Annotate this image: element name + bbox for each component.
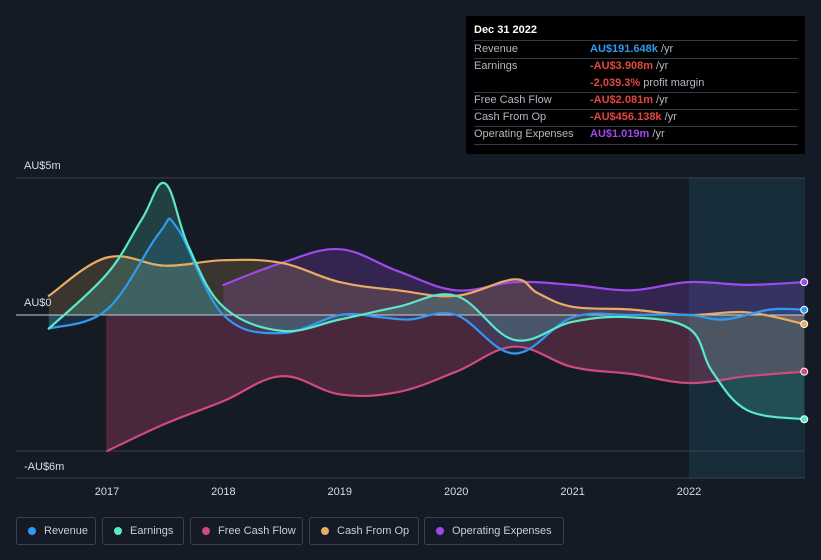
legend-label: Earnings [130,525,174,537]
area-fcf [107,315,805,451]
endpoint-marker-fcf [800,367,809,376]
tooltip-label: Revenue [474,43,519,55]
tooltip-value: -AU$456.138k [590,111,662,123]
forecast-region [689,178,805,478]
tooltip-value: AU$1.019m [590,128,650,140]
legend-item-revenue[interactable]: Revenue [16,517,96,545]
x-tick-label-2018: 2018 [211,486,235,498]
tooltip-unit: /yr [649,128,665,140]
tooltip-divider [474,58,798,59]
legend-label: Revenue [44,525,89,537]
tooltip-value: AU$191.648k [590,43,658,55]
tooltip-row-fcf: Free Cash Flow -AU$2.081m /yr [466,92,805,109]
x-tick-label-2017: 2017 [95,486,119,498]
tooltip-divider [474,109,798,110]
tooltip-unit: /yr [652,94,669,106]
area-revenue [48,218,805,354]
legend-dot [321,527,329,535]
tooltip-panel: Dec 31 2022 Revenue AU$191.648k /yr Earn… [466,16,805,154]
area-opex [223,249,805,315]
tooltip-row-earnings: Earnings -AU$3.908m /yr [466,58,805,75]
tooltip-label: Operating Expenses [474,128,574,140]
area-cfo [48,256,805,325]
tooltip-divider [474,92,798,93]
tooltip-row-cfo: Cash From Op -AU$456.138k /yr [466,109,805,126]
tooltip-row-opex: Operating Expenses AU$1.019m /yr [466,126,805,143]
legend-label: Free Cash Flow [218,525,296,537]
legend-item-free-cash-flow[interactable]: Free Cash Flow [190,517,303,545]
legend-item-cash-from-op[interactable]: Cash From Op [309,517,419,545]
legend-label: Cash From Op [337,525,410,537]
tooltip-unit: profit margin [640,77,705,89]
series-line-opex [222,248,806,292]
x-tick-label-2020: 2020 [444,486,468,498]
y-tick-label-top: AU$5m [24,160,61,172]
legend-dot [202,527,210,535]
series-line-revenue [47,217,806,355]
tooltip-label: Earnings [474,60,518,72]
endpoint-marker-earnings [800,415,809,424]
x-tick-label-2019: 2019 [328,486,352,498]
tooltip-label: Free Cash Flow [474,94,552,106]
legend-dot [436,527,444,535]
legend-dot [114,527,122,535]
endpoint-marker-revenue [800,305,809,314]
tooltip-label: Cash From Op [474,111,547,123]
plot-area [16,178,805,478]
x-tick-label-2021: 2021 [560,486,584,498]
series-line-fcf [105,345,806,453]
tooltip-value: -AU$2.081m [590,94,653,106]
legend-item-operating-expenses[interactable]: Operating Expenses [424,517,564,545]
series-line-earnings [47,181,806,421]
legend-item-earnings[interactable]: Earnings [102,517,184,545]
endpoint-marker-cfo [800,320,809,329]
tooltip-divider [474,126,798,127]
tooltip-divider [474,144,798,145]
tooltip-row-revenue: Revenue AU$191.648k /yr [466,41,805,58]
x-tick-label-2022: 2022 [677,486,701,498]
y-tick-label-bottom: -AU$6m [24,461,64,473]
legend-label: Operating Expenses [452,525,552,537]
tooltip-value: -2,039.3% [590,77,641,89]
tooltip-unit: /yr [661,111,677,123]
endpoint-marker-opex [800,278,809,287]
tooltip-unit: /yr [652,60,669,72]
area-earnings [48,182,805,420]
tooltip-unit: /yr [657,43,674,55]
tooltip-date: Dec 31 2022 [474,24,537,36]
tooltip-value: -AU$3.908m [590,60,653,72]
tooltip-row-profit-margin: -2,039.3% profit margin [466,75,805,92]
legend-dot [28,527,36,535]
tooltip-divider [474,40,798,41]
y-tick-label-zero: AU$0 [24,297,52,309]
